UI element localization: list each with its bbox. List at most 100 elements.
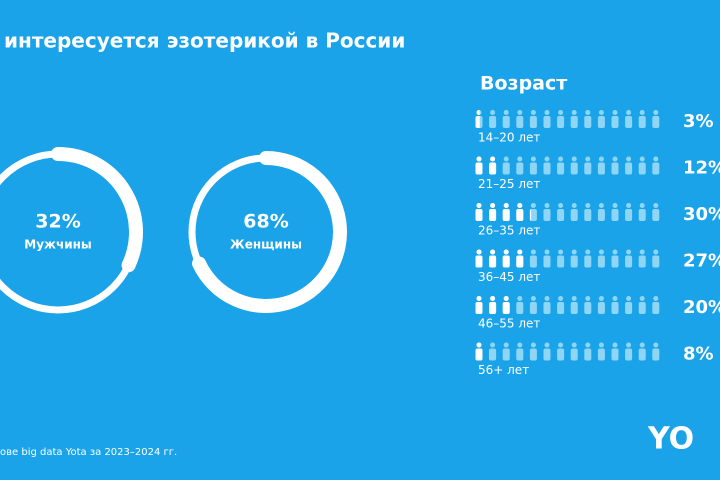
icon-head (639, 203, 645, 208)
icon-body (584, 302, 592, 314)
icon-body (584, 209, 592, 221)
icon-body (638, 302, 646, 314)
icon-head (490, 110, 496, 115)
icon-body (625, 255, 633, 268)
icon-head (517, 110, 523, 115)
icon-body (516, 209, 524, 221)
age-label: 56+ лет (478, 363, 529, 377)
icon-body (638, 162, 646, 175)
donut-label: Мужчины (24, 238, 92, 252)
footnote: ове big data Yota за 2023–2024 гг. (0, 447, 177, 458)
icon-head (530, 156, 536, 162)
icon-body (529, 209, 537, 221)
icon-row-filled (475, 110, 480, 128)
icon-body (625, 302, 633, 314)
icon-head (476, 203, 482, 208)
icon-head (490, 249, 496, 255)
icon-body (543, 209, 551, 221)
icon-head (626, 249, 632, 255)
icon-head (530, 203, 536, 208)
icon-head (598, 203, 604, 208)
icon-body (489, 255, 497, 268)
icon-row-filled (475, 296, 510, 314)
icon-body (543, 162, 551, 175)
icon-body (652, 162, 660, 175)
icon-body (543, 302, 551, 314)
icon-body (543, 348, 551, 361)
age-label: 21–25 лет (478, 177, 540, 191)
icon-head (571, 156, 577, 162)
percent-label: 27% (683, 251, 720, 272)
icon-body (516, 162, 524, 175)
logo: YO (647, 422, 694, 457)
icon-row-filled (475, 249, 524, 268)
icon-body (652, 116, 660, 128)
icon-row-filled (475, 156, 497, 175)
icon-body (625, 162, 633, 175)
icon-body (597, 116, 605, 128)
icon-body (475, 209, 483, 221)
icon-body (502, 348, 510, 361)
icon-head (653, 296, 659, 301)
icon-head (598, 156, 604, 162)
icon-body (570, 255, 578, 268)
icon-body (502, 116, 510, 128)
icon-body (597, 302, 605, 314)
icon-body (557, 116, 565, 128)
icon-head (476, 342, 482, 348)
icon-head (490, 156, 496, 162)
icon-head (544, 296, 550, 301)
icon-head (653, 110, 659, 115)
icon-body (597, 255, 605, 268)
icon-head (626, 203, 632, 208)
icon-body (516, 302, 524, 314)
icon-head (612, 296, 618, 301)
icon-body (652, 348, 660, 361)
icon-head (544, 110, 550, 115)
icon-body (584, 116, 592, 128)
icon-head (612, 342, 618, 348)
icon-head (558, 110, 564, 115)
icon-body (652, 302, 660, 314)
icon-head (585, 110, 591, 115)
icon-head (626, 156, 632, 162)
donut-arc (192, 151, 347, 313)
icon-head (612, 110, 618, 115)
percent-label: 20% (683, 297, 720, 318)
icon-body (489, 349, 490, 360)
icon-head (571, 203, 577, 208)
icon-body (570, 209, 578, 221)
icon-head (517, 296, 523, 301)
icon-row-empty (475, 296, 660, 314)
icon-body (516, 116, 524, 128)
icon-body (502, 302, 510, 314)
icon-body (625, 348, 633, 361)
icon-row-filled (475, 342, 490, 361)
icon-head (530, 204, 532, 207)
icon-body (638, 209, 646, 221)
donut-value: 32% (35, 211, 80, 233)
icon-head (517, 156, 523, 162)
icon-head (476, 110, 480, 115)
icon-head (612, 249, 618, 255)
icon-body (625, 116, 633, 128)
icon-head (544, 342, 550, 348)
icon-head (503, 110, 509, 115)
icon-head (598, 110, 604, 115)
icon-body (638, 348, 646, 361)
icon-body (529, 209, 532, 221)
percent-label: 3% (683, 111, 714, 132)
icon-body (597, 348, 605, 361)
icon-body (475, 348, 483, 361)
age-label: 14–20 лет (478, 131, 540, 145)
icon-body (516, 255, 524, 268)
icon-body (584, 162, 592, 175)
icon-body (625, 209, 633, 221)
icon-body (489, 348, 497, 361)
icon-head (517, 249, 523, 255)
icon-head (653, 342, 659, 348)
icon-body (529, 348, 537, 361)
donut-value: 68% (243, 211, 288, 233)
icon-body (584, 348, 592, 361)
